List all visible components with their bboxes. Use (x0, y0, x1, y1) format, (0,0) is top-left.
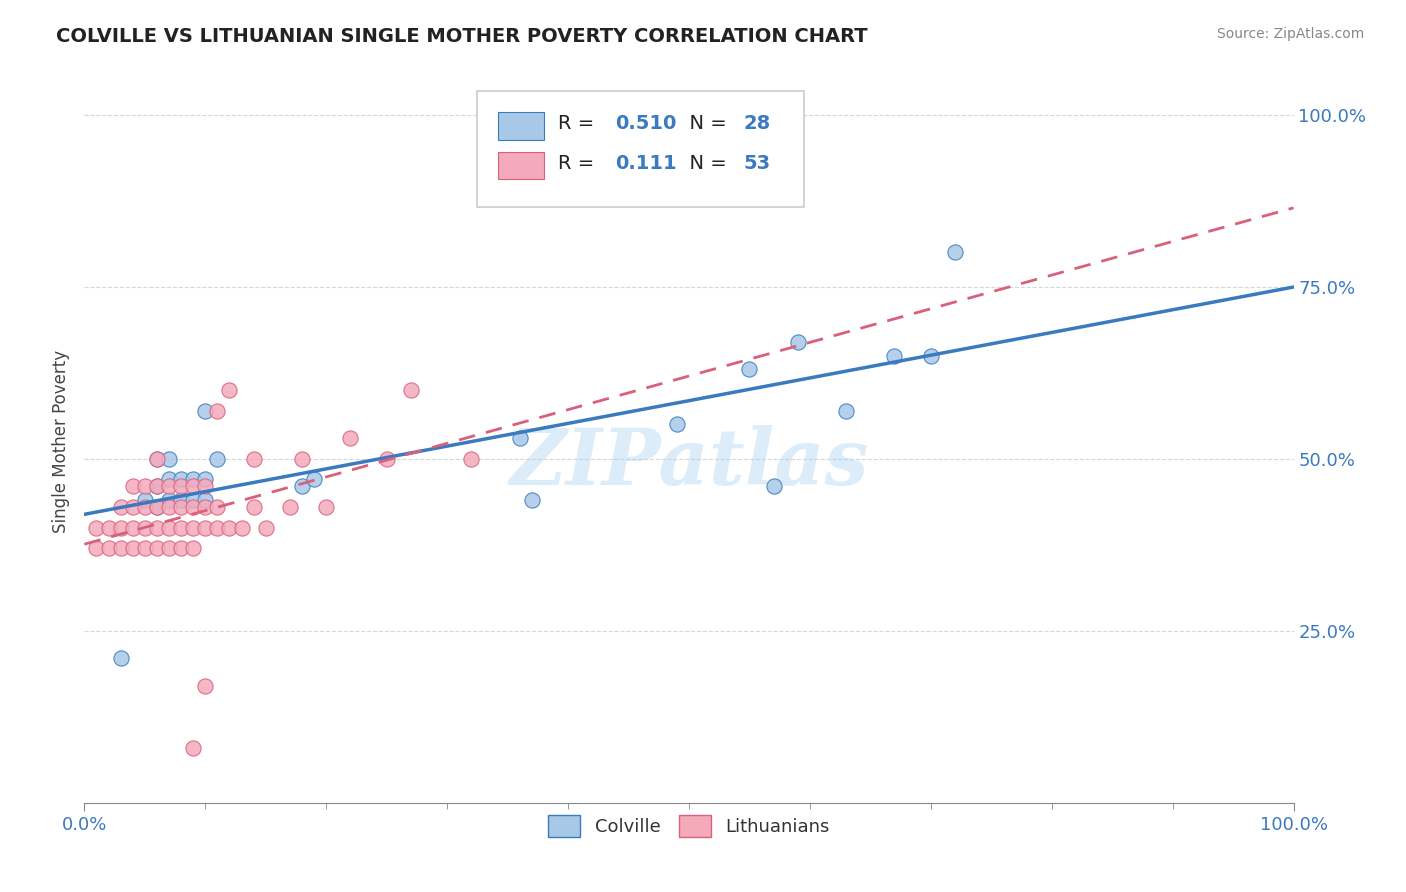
Point (86, 520, 108, 534)
Text: COLVILLE VS LITHUANIAN SINGLE MOTHER POVERTY CORRELATION CHART: COLVILLE VS LITHUANIAN SINGLE MOTHER POV… (56, 27, 868, 45)
FancyBboxPatch shape (498, 152, 544, 179)
Point (134, 541, 156, 556)
Point (121, 541, 143, 556)
Point (86, 541, 108, 556)
Point (460, 451, 482, 466)
Point (181, 740, 204, 755)
Point (207, 520, 229, 534)
Point (157, 500, 180, 514)
Point (134, 520, 156, 534)
Point (920, 349, 942, 363)
Point (207, 403, 229, 417)
Point (146, 451, 169, 466)
FancyBboxPatch shape (498, 112, 544, 139)
Point (181, 500, 204, 514)
Point (207, 500, 229, 514)
Point (97, 541, 120, 556)
Point (121, 500, 143, 514)
Point (134, 479, 156, 493)
Text: 0.111: 0.111 (616, 153, 676, 173)
Point (194, 679, 217, 693)
Text: R =: R = (558, 114, 600, 133)
Text: 0.510: 0.510 (616, 114, 676, 133)
Point (254, 520, 277, 534)
Point (509, 431, 531, 445)
Point (110, 541, 132, 556)
Point (146, 500, 169, 514)
Point (231, 520, 253, 534)
Point (302, 472, 325, 486)
Text: Source: ZipAtlas.com: Source: ZipAtlas.com (1216, 27, 1364, 41)
Point (786, 334, 808, 349)
Point (170, 541, 193, 556)
Point (207, 451, 229, 466)
Point (146, 479, 169, 493)
Point (194, 520, 217, 534)
Y-axis label: Single Mother Poverty: Single Mother Poverty (52, 350, 70, 533)
Point (520, 493, 543, 508)
Point (157, 541, 180, 556)
Point (170, 493, 193, 508)
Point (181, 472, 204, 486)
Point (157, 493, 180, 508)
Point (110, 651, 132, 665)
Text: 53: 53 (744, 153, 770, 173)
Point (146, 479, 169, 493)
Point (218, 520, 240, 534)
Point (97, 520, 120, 534)
Point (157, 451, 180, 466)
Point (146, 500, 169, 514)
Point (170, 520, 193, 534)
Point (835, 403, 858, 417)
Point (170, 479, 193, 493)
Text: N =: N = (676, 114, 733, 133)
Point (291, 451, 314, 466)
Point (181, 520, 204, 534)
Point (170, 472, 193, 486)
Point (194, 403, 217, 417)
Point (134, 500, 156, 514)
Point (181, 541, 204, 556)
Point (110, 520, 132, 534)
Point (291, 479, 314, 493)
Text: ZIPatlas: ZIPatlas (509, 425, 869, 501)
Legend: Colville, Lithuanians: Colville, Lithuanians (541, 808, 837, 845)
Point (218, 383, 240, 397)
Text: R =: R = (558, 153, 607, 173)
Point (278, 500, 301, 514)
Point (242, 451, 264, 466)
Point (121, 520, 143, 534)
Point (181, 493, 204, 508)
Point (315, 500, 337, 514)
Point (146, 541, 169, 556)
Text: 28: 28 (744, 114, 770, 133)
Point (738, 362, 761, 376)
Point (121, 479, 143, 493)
Point (883, 349, 905, 363)
Point (146, 451, 169, 466)
Point (157, 472, 180, 486)
Point (181, 479, 204, 493)
Point (146, 520, 169, 534)
Point (194, 472, 217, 486)
Point (375, 451, 398, 466)
Point (762, 479, 785, 493)
Point (134, 493, 156, 508)
Point (194, 500, 217, 514)
Point (170, 500, 193, 514)
Point (110, 500, 132, 514)
Point (943, 245, 966, 260)
Point (665, 417, 688, 432)
Point (242, 500, 264, 514)
Point (157, 479, 180, 493)
Text: N =: N = (676, 153, 733, 173)
FancyBboxPatch shape (478, 91, 804, 207)
Point (339, 431, 361, 445)
Point (399, 383, 422, 397)
Point (194, 479, 217, 493)
Point (157, 520, 180, 534)
Point (194, 493, 217, 508)
